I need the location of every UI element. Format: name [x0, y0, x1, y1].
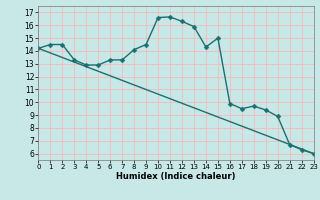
X-axis label: Humidex (Indice chaleur): Humidex (Indice chaleur) [116, 172, 236, 181]
